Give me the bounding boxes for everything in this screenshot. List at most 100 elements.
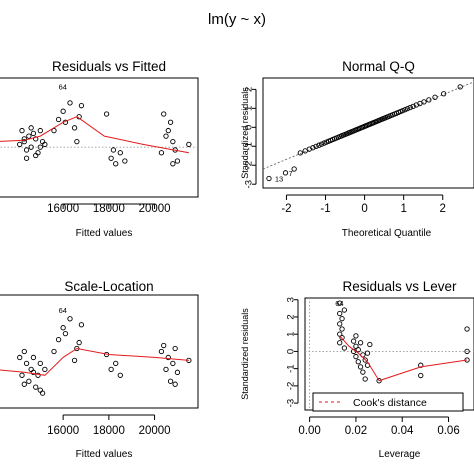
data-point (339, 334, 345, 341)
data-point (161, 111, 167, 117)
data-point (23, 360, 30, 367)
panel-qq: Normal Q-Q -2 -1 0 1 2 Theoretical Quantile -3 -… (240, 59, 474, 239)
data-point (23, 147, 30, 153)
data-point (21, 348, 27, 355)
data-point (360, 369, 366, 375)
data-point (37, 360, 43, 367)
data-point (110, 147, 117, 153)
data-point (33, 136, 39, 142)
data-point (266, 175, 272, 182)
data-point (186, 141, 192, 148)
data-point (28, 366, 34, 372)
data-point (282, 170, 289, 176)
data-point (357, 364, 364, 370)
x-axis-label: Fitted values (76, 449, 133, 460)
data-point (37, 387, 43, 393)
data-point (367, 341, 373, 348)
data-point (163, 133, 169, 139)
legend-box (312, 392, 464, 412)
data-point (170, 161, 176, 167)
data-point (21, 136, 27, 142)
data-point (357, 340, 364, 346)
data-point (108, 155, 114, 161)
smoother-line (0, 347, 189, 376)
data-point (464, 348, 470, 355)
y-tick-label: 0 (244, 125, 255, 130)
data-point (362, 357, 368, 363)
data-point (337, 300, 343, 306)
data-point (67, 316, 73, 322)
data-point (103, 111, 110, 117)
data-point (39, 390, 46, 396)
data-point (35, 372, 41, 378)
data-point (376, 378, 382, 384)
data-point (167, 119, 174, 125)
data-point (341, 345, 348, 351)
data-point (108, 366, 114, 372)
data-point (51, 348, 57, 355)
point-label: 7 (289, 169, 293, 178)
x-tick-label: 16000 (47, 203, 79, 215)
data-point (28, 144, 34, 150)
point-label: 13 (275, 175, 283, 184)
data-point (291, 166, 297, 172)
data-point (174, 158, 181, 164)
y-tick-label: 2 (244, 87, 255, 92)
data-point (457, 84, 463, 90)
data-point (170, 139, 176, 145)
data-point (60, 108, 66, 114)
data-point (161, 342, 167, 349)
data-point (62, 331, 69, 337)
y-tick-label: -1 (286, 364, 297, 372)
y-tick-label: 3 (286, 297, 297, 302)
plot-frame (0, 294, 199, 409)
data-point (122, 158, 128, 164)
x-tick-label: 2 (440, 203, 446, 215)
data-point (42, 141, 48, 148)
panel-title: Residuals vs Fitted (52, 59, 166, 74)
data-point (76, 339, 82, 346)
y-axis-label: Standardized residuals (240, 308, 250, 400)
data-point (21, 381, 27, 387)
data-point (113, 360, 119, 367)
data-point (33, 152, 39, 159)
data-point (28, 125, 34, 131)
data-point (337, 310, 343, 317)
smoother-line (339, 335, 468, 382)
data-point (78, 103, 85, 109)
data-point (407, 104, 413, 111)
data-point (17, 141, 23, 148)
data-point (30, 130, 37, 136)
data-point (113, 161, 119, 167)
data-point (341, 307, 348, 313)
x-tick-label: -1 (320, 203, 330, 215)
data-point (17, 354, 23, 361)
y-tick-label: 0 (286, 349, 297, 354)
data-point (37, 144, 43, 150)
data-point (30, 369, 37, 375)
y-tick-label: 1 (286, 332, 297, 337)
panel-title: Residuals vs Lever (342, 279, 457, 294)
data-point (355, 359, 361, 365)
data-point (78, 322, 85, 328)
y-tick-label: -2 (244, 161, 255, 169)
data-point (174, 369, 181, 375)
x-tick-label: 18000 (93, 203, 125, 215)
x-tick-label: 0.06 (437, 425, 459, 437)
x-tick-label: 0 (361, 203, 367, 215)
data-point (117, 372, 123, 378)
data-point (310, 145, 316, 151)
data-point (42, 366, 48, 372)
point-label: 64 (59, 306, 67, 315)
data-point (313, 143, 319, 150)
data-point (30, 354, 37, 361)
point-label: 64 (59, 82, 67, 91)
data-point (26, 378, 32, 384)
x-tick-label: 20000 (139, 203, 171, 215)
data-point (172, 345, 178, 352)
data-point (337, 321, 343, 327)
data-point (464, 326, 470, 332)
data-point (19, 372, 25, 378)
data-point (55, 116, 62, 123)
